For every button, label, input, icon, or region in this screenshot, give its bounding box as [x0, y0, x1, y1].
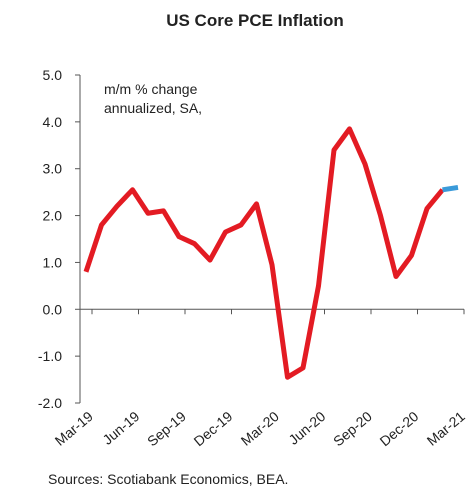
x-tick-label: Dec-19 [191, 408, 236, 449]
chart-title: US Core PCE Inflation [166, 11, 344, 30]
y-tick-label: 2.0 [43, 208, 63, 224]
x-tick-label: Jun-20 [285, 408, 328, 448]
y-tick-label: -1.0 [38, 348, 62, 364]
y-tick-label: -2.0 [38, 395, 62, 411]
x-tick-label: Jun-19 [99, 408, 142, 448]
x-tick-label: Sep-20 [330, 408, 375, 449]
x-tick-label: Mar-21 [424, 408, 468, 449]
y-tick-label: 0.0 [43, 301, 63, 317]
y-tick-label: 1.0 [43, 254, 63, 270]
y-tick-label: 4.0 [43, 114, 63, 130]
x-tick-label: Mar-19 [52, 408, 96, 449]
y-tick-label: 5.0 [43, 67, 63, 83]
line-series [442, 184, 459, 193]
x-tick-label: Mar-20 [238, 408, 282, 449]
x-tick-label: Sep-19 [144, 408, 189, 449]
line-series [83, 126, 445, 380]
annotation: annualized, SA, [104, 100, 202, 116]
y-tick-label: 3.0 [43, 161, 63, 177]
source: Sources: Scotiabank Economics, BEA. [48, 471, 288, 487]
annotation: m/m % change [104, 81, 198, 97]
x-tick-label: Dec-20 [377, 408, 422, 449]
